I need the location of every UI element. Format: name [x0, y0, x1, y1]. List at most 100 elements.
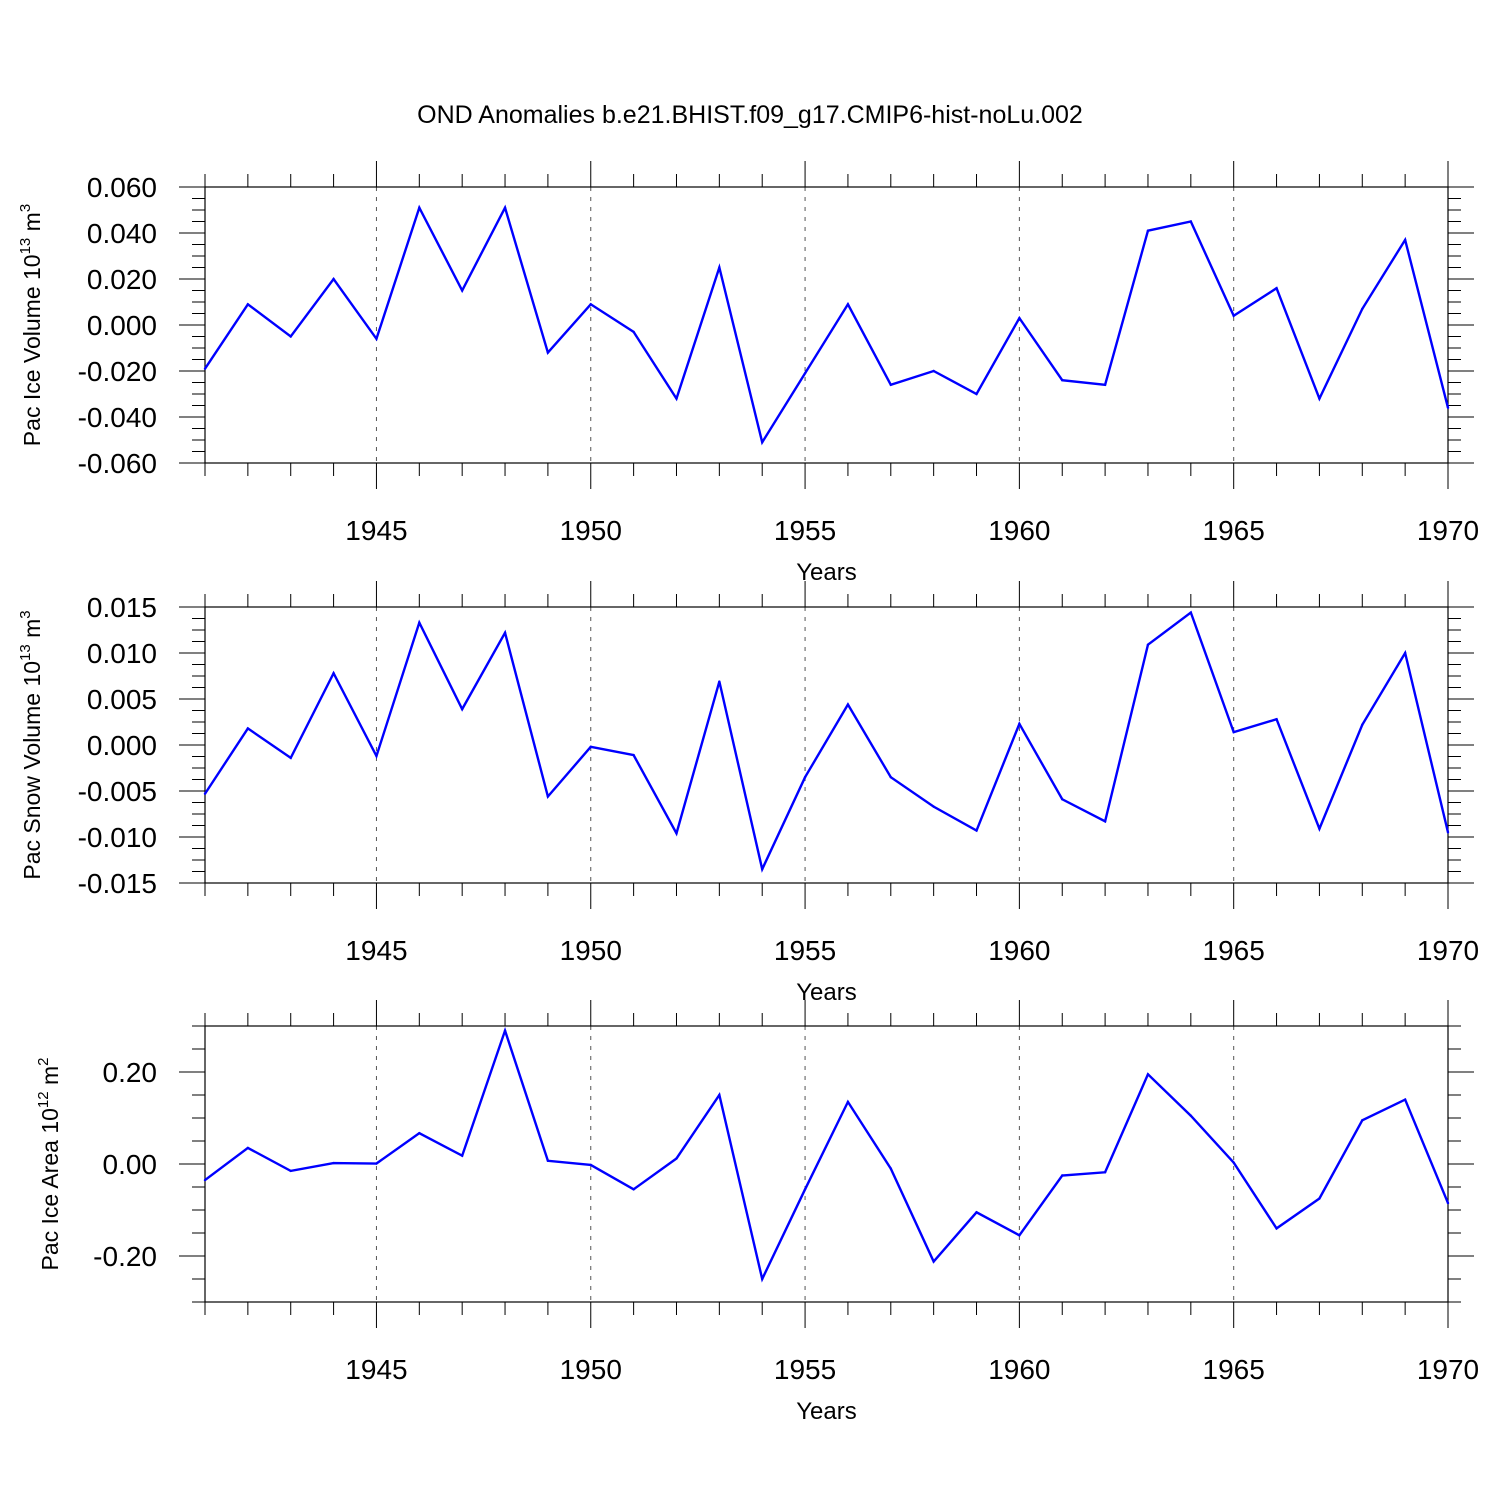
x-tick-label: 1970	[1417, 1354, 1479, 1385]
y-axis-title-exponent: 13	[17, 644, 34, 661]
y-axis-title-exponent: 13	[17, 238, 34, 255]
y-axis-title-unit: m	[19, 619, 45, 645]
y-axis-title: Pac Ice Volume 1013 m3	[17, 204, 45, 446]
data-point	[889, 383, 892, 386]
data-point	[1403, 1098, 1407, 1101]
chart-panel-3: -0.20 0.00 0.20 1945 1950 1955 1960 1965 1970 Yea…	[35, 1000, 1479, 1425]
data-point	[332, 277, 335, 281]
x-axis-title: Years	[796, 559, 857, 586]
data-point	[332, 672, 335, 675]
data-point	[632, 1188, 635, 1191]
data-point	[546, 351, 550, 354]
x-axis-title: Years	[796, 979, 857, 1006]
data-point	[1061, 798, 1064, 801]
data-point	[975, 829, 978, 832]
data-point	[803, 776, 807, 779]
data-point	[289, 1169, 292, 1173]
data-point	[846, 1100, 850, 1104]
plot-frame	[204, 186, 1449, 464]
data-point	[1446, 406, 1450, 409]
x-tick-label: 1950	[560, 1354, 622, 1385]
data-point	[718, 1093, 721, 1097]
data-point	[375, 1162, 378, 1165]
y-axis-title: Pac Snow Volume 1013 m3	[17, 610, 45, 879]
x-tick-label: 1955	[774, 1354, 836, 1385]
data-point	[1103, 820, 1107, 823]
data-point	[932, 1260, 935, 1263]
y-tick-label: 0.020	[87, 264, 157, 295]
data-point	[675, 1157, 678, 1160]
y-tick-label: -0.060	[78, 448, 157, 479]
data-point	[761, 441, 764, 444]
data-point	[1103, 1171, 1107, 1174]
data-point	[1361, 307, 1364, 311]
y-tick-label: 0.20	[103, 1057, 158, 1088]
y-tick-label: -0.040	[78, 402, 157, 433]
series-line	[203, 610, 1450, 873]
data-point	[718, 680, 721, 683]
data-point	[546, 1159, 550, 1162]
data-point	[975, 392, 978, 396]
x-axis-title: Years	[796, 1398, 857, 1425]
x-tick-label: 1970	[1417, 935, 1479, 966]
x-tick-label: 1950	[560, 935, 622, 966]
series-line	[204, 1026, 1450, 1283]
data-point	[632, 753, 635, 757]
y-tick-label: -0.015	[78, 868, 157, 899]
data-point	[889, 1167, 892, 1170]
data-point	[503, 631, 507, 634]
x-tick-label: 1945	[345, 935, 407, 966]
data-point	[1018, 1234, 1021, 1237]
data-point	[460, 1154, 464, 1157]
x-tick-label: 1955	[774, 935, 836, 966]
data-point	[975, 1211, 978, 1214]
data-point	[546, 795, 550, 798]
data-point	[1103, 383, 1107, 386]
y-tick-label: 0.040	[87, 218, 157, 249]
y-tick-label: -0.020	[78, 356, 157, 387]
y-axis-title-unit-exponent: 3	[17, 204, 34, 212]
x-tick-label: 1970	[1417, 515, 1479, 546]
data-point	[503, 1029, 507, 1032]
data-point	[1146, 229, 1150, 232]
chart-panel-1: -0.060 -0.040 -0.020 0.000 0.020 0.040 0.060 19…	[17, 161, 1479, 586]
data-point	[418, 1131, 421, 1135]
data-point	[1318, 827, 1321, 830]
y-tick-label: -0.20	[93, 1241, 157, 1272]
y-axis-title-exponent: 12	[35, 1091, 52, 1108]
data-point	[589, 745, 592, 749]
y-tick-label: 0.005	[87, 684, 157, 715]
data-point	[503, 206, 507, 209]
data-point	[1232, 1161, 1235, 1164]
data-point	[460, 289, 464, 292]
data-point	[375, 337, 378, 340]
data-point	[1275, 718, 1278, 721]
x-tick-label: 1955	[774, 515, 836, 546]
data-point	[932, 805, 935, 808]
y-tick-label: 0.00	[103, 1149, 158, 1180]
data-point	[1189, 1114, 1193, 1117]
data-point	[1189, 220, 1193, 223]
series-line	[204, 204, 1450, 446]
x-tick-label: 1945	[345, 515, 407, 546]
data-point	[1318, 397, 1321, 400]
x-tick-label: 1950	[560, 515, 622, 546]
data-point	[803, 372, 807, 375]
data-point	[1403, 651, 1407, 655]
data-point	[1403, 238, 1407, 242]
y-axis-title-unit-exponent: 2	[35, 1058, 52, 1066]
y-tick-label: -0.005	[78, 776, 157, 807]
data-point	[1446, 831, 1450, 834]
y-tick-label: 0.000	[87, 730, 157, 761]
data-point	[1061, 379, 1064, 382]
y-tick-label: 0.000	[87, 310, 157, 341]
y-tick-label: 0.010	[87, 638, 157, 669]
x-tick-label: 1960	[988, 515, 1050, 546]
data-point	[803, 1188, 807, 1191]
data-point	[289, 335, 292, 338]
data-point	[1361, 1119, 1364, 1122]
x-tick-label: 1960	[988, 1354, 1050, 1385]
data-point	[460, 707, 464, 711]
y-tick-label: 0.015	[87, 592, 157, 623]
